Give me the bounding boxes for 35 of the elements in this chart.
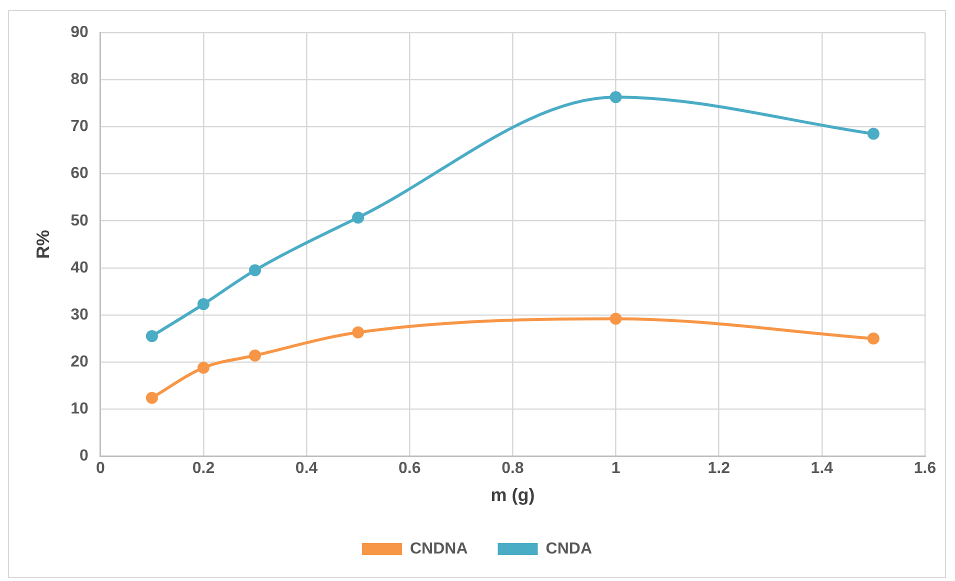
x-tick-label: 0.8 — [502, 460, 524, 478]
y-tick-label: 60 — [70, 165, 88, 182]
y-axis-title: R% — [32, 230, 53, 259]
point — [352, 212, 364, 224]
x-tick-label: 1.4 — [810, 460, 834, 478]
y-tick-label: 20 — [70, 353, 88, 370]
point — [610, 91, 622, 104]
y-tick-label: 90 — [70, 24, 88, 42]
point — [867, 128, 880, 140]
point — [197, 298, 210, 310]
point — [146, 392, 158, 404]
y-tick-label: 80 — [70, 71, 88, 88]
y-tick-label: 10 — [70, 400, 88, 418]
point — [197, 362, 210, 374]
y-tick-label: 70 — [70, 118, 88, 136]
legend-label: CNDA — [546, 540, 592, 558]
point — [249, 349, 262, 362]
y-tick-label: 0 — [79, 448, 88, 465]
point — [867, 332, 880, 345]
point — [610, 312, 622, 325]
legend-label: CNDNA — [410, 540, 468, 558]
y-tick-label: 50 — [70, 212, 88, 230]
x-tick-label: 1.6 — [914, 460, 936, 478]
x-tick-label: 0 — [96, 460, 105, 478]
x-tick-label: 0.4 — [295, 460, 318, 478]
point — [146, 330, 158, 342]
point — [249, 264, 262, 276]
y-tick-label: 30 — [70, 306, 88, 324]
point — [352, 326, 364, 338]
x-tick-label: 0.6 — [398, 460, 421, 478]
y-tick-label: 40 — [70, 259, 88, 276]
x-tick-label: 1.2 — [708, 460, 730, 478]
x-axis-title: m (g) — [490, 485, 535, 506]
x-tick-label: 0.2 — [192, 460, 215, 478]
x-tick-label: 1 — [611, 460, 620, 478]
